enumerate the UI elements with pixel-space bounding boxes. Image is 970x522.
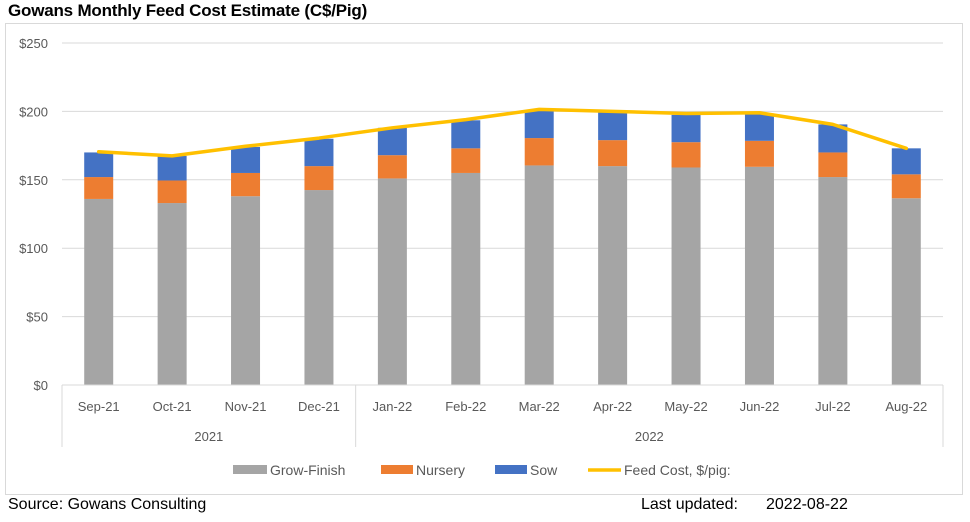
bar-sow <box>891 148 921 175</box>
bar-grow-finish <box>84 198 114 385</box>
bar-stack <box>84 152 114 385</box>
x-group-label: 2021 <box>194 429 223 444</box>
bar-grow-finish <box>231 196 261 385</box>
bar-sow <box>744 113 774 141</box>
bar-grow-finish <box>671 167 701 385</box>
gridlines <box>62 42 943 318</box>
bar-stack <box>451 120 481 385</box>
x-group-label: 2022 <box>635 429 664 444</box>
bar-nursery <box>304 166 334 191</box>
bar-nursery <box>598 140 628 167</box>
bar-grow-finish <box>304 190 334 385</box>
legend-item: Nursery <box>381 462 465 478</box>
feed-cost-line <box>96 107 909 158</box>
x-tick-label: Jun-22 <box>740 399 780 414</box>
legend-item: Grow-Finish <box>233 462 345 478</box>
bar-sow <box>671 114 701 143</box>
feed-cost-line-group <box>96 107 909 158</box>
x-tick-label: Sep-21 <box>78 399 120 414</box>
bar-nursery <box>671 142 701 168</box>
bars <box>84 110 921 385</box>
chart-title: Gowans Monthly Feed Cost Estimate (C$/Pi… <box>8 1 368 20</box>
bar-stack <box>377 127 407 385</box>
x-tick-label: Jan-22 <box>373 399 413 414</box>
legend-item: Feed Cost, $/pig: <box>588 462 731 478</box>
bar-grow-finish <box>818 177 848 385</box>
y-axis-ticks: $0 $50 $100 $150 $200 $250 <box>19 36 48 393</box>
x-tick-label: Jul-22 <box>815 399 850 414</box>
bar-nursery <box>524 138 554 166</box>
x-axis: Sep-21 Oct-21 Nov-21 Dec-21 Jan-22 Feb-22 Mar-… <box>61 384 944 447</box>
bar-nursery <box>451 148 481 173</box>
bar-grow-finish <box>451 172 481 385</box>
legend-label: Grow-Finish <box>270 462 345 478</box>
bar-stack <box>598 112 628 385</box>
bar-grow-finish <box>891 198 921 385</box>
bar-grow-finish <box>524 165 554 385</box>
last-updated-label: Last updated: <box>641 496 738 513</box>
legend-swatch <box>381 465 413 474</box>
bar-nursery <box>231 172 261 197</box>
legend-item: Sow <box>495 462 558 478</box>
bar-grow-finish <box>598 166 628 385</box>
x-tick-label: Feb-22 <box>445 399 486 414</box>
bar-grow-finish <box>157 203 187 385</box>
bar-nursery <box>744 140 774 167</box>
y-tick-label: $50 <box>26 310 48 325</box>
bar-sow <box>304 138 334 167</box>
y-tick-label: $200 <box>19 104 48 119</box>
y-tick-label: $250 <box>19 36 48 51</box>
source-note: Source: Gowans Consulting <box>8 496 207 513</box>
chart-frame <box>5 23 963 495</box>
bar-nursery <box>157 180 187 204</box>
bar-stack <box>157 155 187 385</box>
x-tick-label: Mar-22 <box>519 399 560 414</box>
x-tick-label: Dec-21 <box>298 399 340 414</box>
bar-stack <box>891 148 921 385</box>
x-tick-label: Aug-22 <box>885 399 927 414</box>
bar-stack <box>671 114 701 385</box>
bar-grow-finish <box>744 166 774 385</box>
legend-label: Feed Cost, $/pig: <box>624 462 731 478</box>
bar-sow <box>451 120 481 149</box>
bar-stack <box>818 124 848 385</box>
bar-sow <box>157 155 187 181</box>
bar-sow <box>377 127 407 156</box>
bar-nursery <box>891 174 921 199</box>
legend-swatch <box>233 465 267 474</box>
bar-sow <box>524 110 554 139</box>
y-tick-label: $150 <box>19 173 48 188</box>
bar-sow <box>231 146 261 173</box>
legend: Grow-Finish Nursery Sow Feed Cost, $/pig: <box>233 462 731 478</box>
bar-stack <box>231 146 261 385</box>
legend-label: Nursery <box>416 462 465 478</box>
x-tick-label: May-22 <box>664 399 707 414</box>
bar-stack <box>304 138 334 385</box>
x-tick-label: Apr-22 <box>593 399 632 414</box>
last-updated-value: 2022-08-22 <box>766 496 848 513</box>
legend-swatch <box>495 465 527 474</box>
y-tick-label: $0 <box>34 378 48 393</box>
y-tick-label: $100 <box>19 241 48 256</box>
x-tick-label: Nov-21 <box>225 399 267 414</box>
bar-nursery <box>377 155 407 179</box>
bar-stack <box>744 113 774 385</box>
bar-grow-finish <box>377 178 407 385</box>
x-tick-label: Oct-21 <box>153 399 192 414</box>
bar-sow <box>84 152 114 178</box>
legend-label: Sow <box>530 462 558 478</box>
bar-nursery <box>84 177 114 199</box>
bar-nursery <box>818 152 848 178</box>
bar-sow <box>598 112 628 141</box>
bar-stack <box>524 110 554 385</box>
